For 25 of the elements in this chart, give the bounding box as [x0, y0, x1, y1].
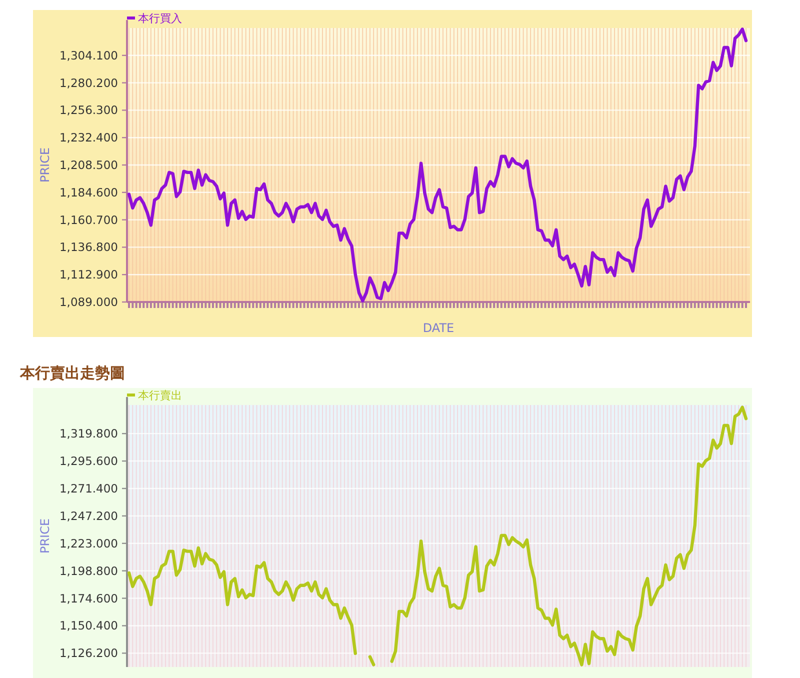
legend: 本行賣出	[127, 389, 182, 402]
y-tick-label: 1,232.400	[59, 130, 118, 145]
y-tick-label: 1,280.200	[59, 76, 118, 90]
y-tick-label: 1,089.000	[59, 295, 118, 309]
y-tick-label: 1,295.600	[59, 454, 118, 468]
y-tick-label: 1,174.600	[59, 591, 118, 606]
legend: 本行買入	[127, 12, 182, 25]
y-tick-label: 1,150.400	[59, 618, 118, 633]
x-axis-title: DATE	[422, 321, 454, 335]
y-tick-label: 1,256.300	[59, 103, 118, 118]
y-tick-label: 1,247.200	[59, 508, 118, 523]
y-axis-title: PRICE	[38, 518, 52, 554]
y-tick-label: 1,160.700	[59, 212, 118, 227]
y-tick-label: 1,271.400	[59, 481, 118, 496]
chart-title: 本行賣出走勢圖	[19, 364, 125, 382]
y-tick-label: 1,136.800	[59, 240, 118, 254]
y-tick-label: 1,223.000	[59, 536, 118, 550]
y-tick-label: 1,126.200	[59, 646, 118, 660]
y-axis-title: PRICE	[38, 147, 52, 183]
y-tick-label: 1,319.800	[59, 426, 118, 441]
y-tick-label: 1,304.100	[59, 48, 118, 62]
y-tick-label: 1,112.900	[59, 268, 118, 282]
y-tick-label: 1,208.500	[59, 158, 118, 172]
y-tick-label: 1,198.800	[59, 564, 118, 578]
y-tick-label: 1,184.600	[59, 185, 118, 200]
